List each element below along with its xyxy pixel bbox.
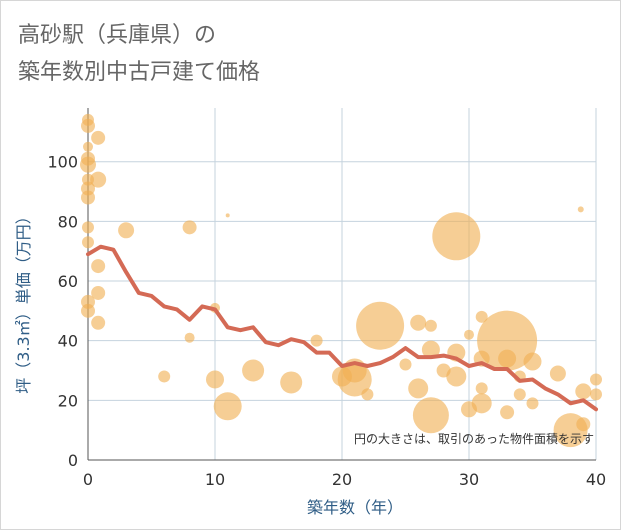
data-bubble bbox=[225, 213, 230, 218]
data-bubble bbox=[408, 378, 429, 399]
bubble-size-note: 円の大きさは、取引のあった物件面積を示す bbox=[354, 431, 594, 446]
data-bubble bbox=[90, 171, 107, 188]
data-bubble bbox=[361, 388, 374, 401]
data-bubble bbox=[412, 397, 449, 434]
data-bubble bbox=[81, 118, 95, 133]
bubbles bbox=[80, 113, 602, 448]
data-bubble bbox=[475, 382, 488, 395]
data-bubble bbox=[523, 352, 542, 371]
data-bubble bbox=[80, 156, 96, 173]
x-axis-label: 築年数（年） bbox=[307, 498, 403, 517]
data-bubble bbox=[242, 359, 265, 382]
data-bubble bbox=[590, 388, 602, 401]
data-bubble bbox=[464, 329, 474, 340]
grid bbox=[87, 108, 597, 461]
data-bubble bbox=[576, 417, 591, 432]
data-bubble bbox=[471, 393, 492, 414]
data-bubble bbox=[91, 315, 106, 330]
data-bubble bbox=[118, 222, 135, 239]
y-axis-label: 坪（3.3㎡）単価（万円） bbox=[14, 208, 33, 393]
axis-ticks: 0 10 20 30 40 0 20 40 60 80 100 bbox=[47, 153, 606, 489]
data-bubble bbox=[575, 383, 592, 400]
y-tick-label: 60 bbox=[58, 272, 78, 291]
x-tick-label: 20 bbox=[332, 470, 352, 489]
data-bubble bbox=[182, 220, 197, 235]
data-bubble bbox=[477, 310, 538, 371]
data-bubble bbox=[424, 319, 437, 332]
data-bubble bbox=[500, 405, 515, 420]
data-bubble bbox=[475, 310, 488, 323]
data-bubble bbox=[446, 366, 467, 387]
data-bubble bbox=[410, 314, 427, 331]
data-bubble bbox=[577, 206, 584, 213]
x-tick-label: 30 bbox=[459, 470, 479, 489]
x-tick-label: 0 bbox=[83, 470, 93, 489]
data-bubble bbox=[81, 190, 95, 205]
data-bubble bbox=[526, 397, 539, 410]
data-bubble bbox=[213, 392, 242, 421]
y-tick-label: 100 bbox=[47, 153, 78, 172]
x-tick-label: 40 bbox=[586, 470, 606, 489]
data-bubble bbox=[184, 332, 195, 343]
data-bubble bbox=[81, 303, 95, 318]
data-bubble bbox=[421, 340, 440, 359]
trend-line-group bbox=[86, 244, 598, 412]
data-bubble bbox=[432, 212, 481, 261]
data-bubble bbox=[82, 221, 94, 234]
y-tick-label: 0 bbox=[68, 451, 78, 470]
data-bubble bbox=[82, 236, 94, 249]
trend-line bbox=[86, 244, 598, 412]
y-tick-label: 40 bbox=[58, 332, 78, 351]
data-bubble bbox=[91, 285, 106, 300]
y-tick-label: 20 bbox=[58, 391, 78, 410]
data-bubble bbox=[83, 141, 93, 152]
data-bubble bbox=[91, 130, 106, 145]
x-tick-label: 10 bbox=[205, 470, 225, 489]
y-tick-label: 80 bbox=[58, 212, 78, 231]
data-bubble bbox=[310, 334, 323, 347]
chart-title-line2: 築年数別中古戸建て価格 bbox=[18, 60, 261, 85]
data-bubble bbox=[158, 370, 171, 383]
data-bubble bbox=[356, 301, 405, 350]
data-bubble bbox=[206, 370, 224, 389]
data-bubble bbox=[498, 349, 517, 368]
data-bubble bbox=[399, 358, 412, 371]
data-bubble bbox=[91, 259, 106, 274]
data-bubble bbox=[590, 373, 602, 386]
data-bubble bbox=[513, 388, 526, 401]
data-bubble bbox=[280, 371, 303, 394]
chart-title-line1: 高砂駅（兵庫県）の bbox=[18, 23, 217, 48]
data-bubble bbox=[549, 365, 566, 382]
data-bubble bbox=[337, 362, 372, 397]
